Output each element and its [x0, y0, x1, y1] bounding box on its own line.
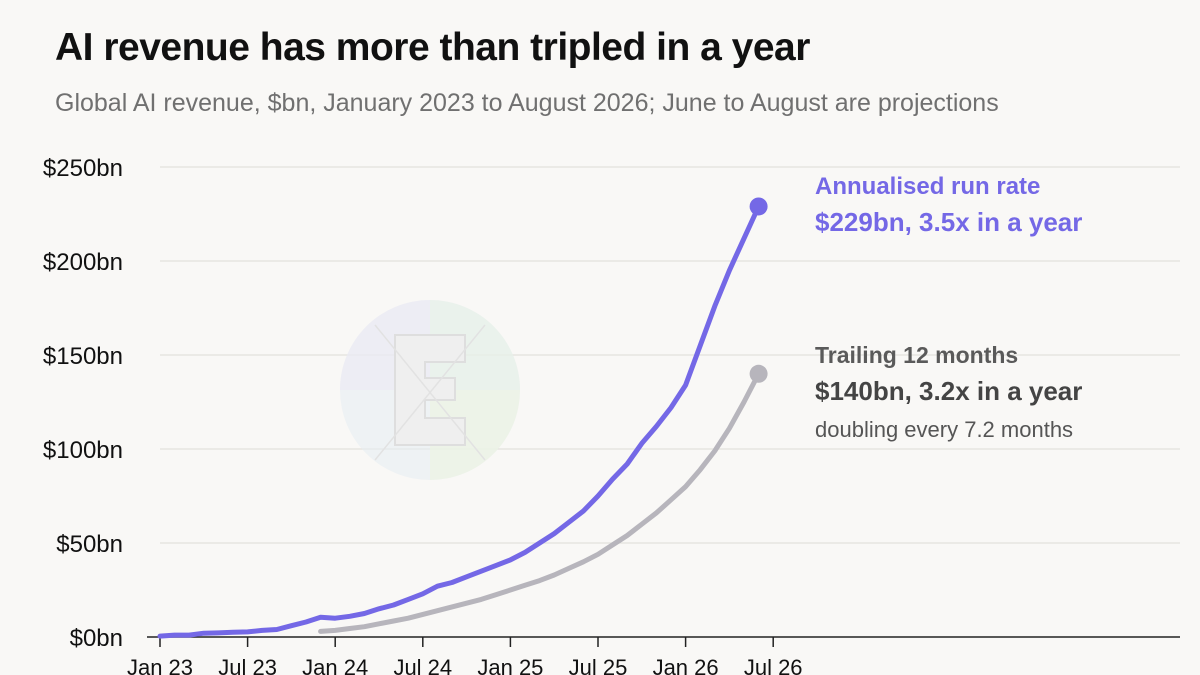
y-tick-label: $0bn [70, 625, 123, 652]
run-rate-label: Annualised run rate [815, 173, 1041, 200]
y-tick-label: $250bn [43, 155, 123, 182]
x-tick-label: Jul 24 [393, 655, 452, 675]
y-tick-label: $50bn [56, 531, 123, 558]
x-tick-label: Jul 26 [744, 655, 803, 675]
page-title: AI revenue has more than tripled in a ye… [55, 26, 810, 69]
y-tick-label: $200bn [43, 249, 123, 276]
x-tick-label: Jan 23 [127, 655, 193, 675]
e-logo-icon [340, 300, 520, 480]
trailing-label: Trailing 12 months [815, 342, 1019, 368]
page-subtitle: Global AI revenue, $bn, January 2023 to … [55, 89, 999, 117]
x-tick-label: Jan 26 [653, 655, 719, 675]
trailing-note: doubling every 7.2 months [815, 417, 1074, 442]
y-tick-label: $100bn [43, 437, 123, 464]
trailing-value: $140bn, 3.2x in a year [815, 376, 1083, 406]
run-rate-line [157, 204, 762, 639]
trailing-end-marker [749, 364, 768, 383]
run-rate-value: $229bn, 3.5x in a year [815, 207, 1083, 237]
x-tick-label: Jan 25 [477, 655, 543, 675]
trailing-line [318, 371, 762, 634]
x-tick-label: Jan 24 [302, 655, 368, 675]
y-tick-label: $150bn [43, 343, 123, 370]
x-tick-label: Jul 23 [218, 655, 277, 675]
run-rate-end-marker [749, 197, 768, 216]
x-tick-label: Jul 25 [569, 655, 628, 675]
